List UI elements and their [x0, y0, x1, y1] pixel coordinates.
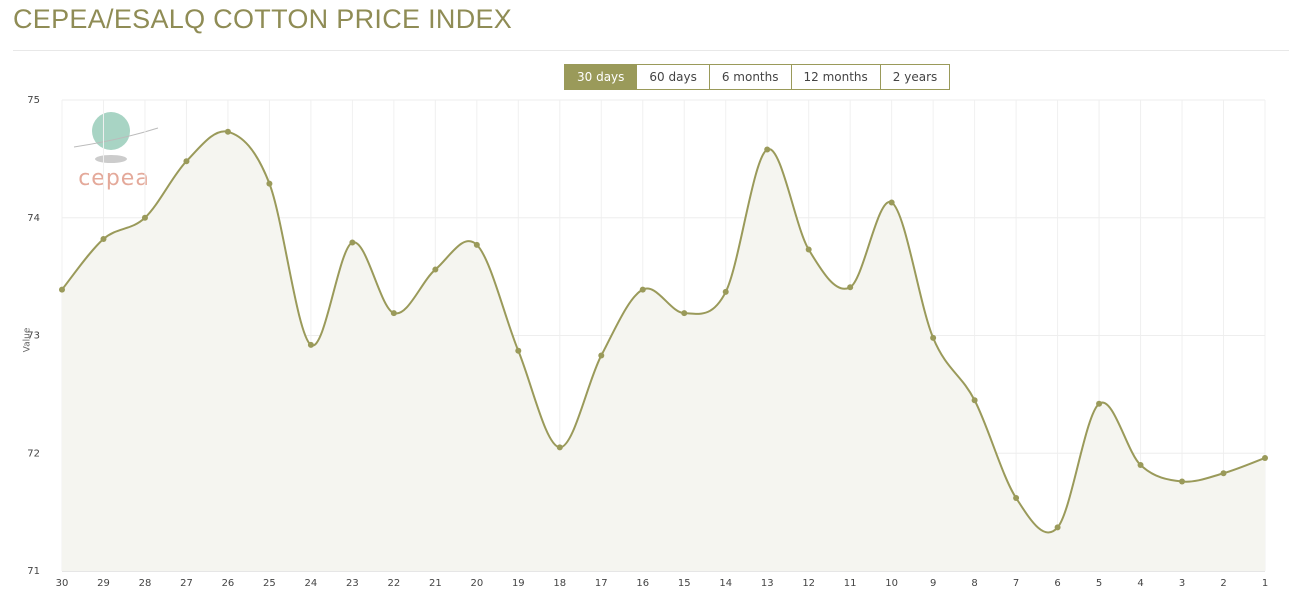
x-tick-label: 19: [512, 578, 525, 589]
x-tick-label: 4: [1137, 578, 1143, 589]
point: [888, 199, 895, 206]
logo-shadow: [95, 155, 127, 163]
x-tick-label: 9: [930, 578, 936, 589]
point: [349, 239, 356, 246]
x-tick-label: 7: [1013, 578, 1019, 589]
x-tick-label: 5: [1096, 578, 1102, 589]
point: [59, 286, 65, 293]
point: [1013, 494, 1020, 501]
point: [473, 241, 480, 248]
point: [1220, 470, 1227, 477]
point: [805, 246, 812, 253]
x-tick-label: 18: [553, 578, 566, 589]
point: [224, 128, 231, 135]
x-tick-label: 12: [802, 578, 815, 589]
point: [681, 310, 688, 317]
y-tick-label: 72: [27, 448, 40, 459]
range-button[interactable]: 12 months: [790, 64, 881, 90]
point: [556, 444, 563, 451]
x-tick-label: 27: [180, 578, 193, 589]
range-button[interactable]: 2 years: [879, 64, 951, 90]
y-tick-label: 75: [27, 95, 40, 106]
x-tick-label: 25: [263, 578, 276, 589]
point: [722, 288, 729, 295]
point: [847, 284, 854, 291]
y-tick-label: 74: [27, 213, 40, 224]
x-tick-label: 8: [971, 578, 977, 589]
x-tick-label: 26: [222, 578, 235, 589]
point: [1179, 478, 1186, 485]
point: [390, 310, 397, 317]
x-tick-label: 24: [305, 578, 318, 589]
x-tick-label: 1: [1262, 578, 1268, 589]
x-tick-label: 14: [719, 578, 732, 589]
x-tick-label: 10: [885, 578, 898, 589]
point: [639, 286, 646, 293]
x-tick-label: 22: [387, 578, 400, 589]
point: [1096, 400, 1103, 407]
point: [515, 347, 522, 354]
x-tick-label: 6: [1054, 578, 1060, 589]
x-tick-label: 29: [97, 578, 110, 589]
x-tick-label: 28: [139, 578, 152, 589]
x-tick-label: 30: [56, 578, 69, 589]
point: [1054, 524, 1061, 531]
page-title: CEPEA/ESALQ COTTON PRICE INDEX: [13, 4, 513, 34]
x-tick-label: 2: [1220, 578, 1226, 589]
range-button[interactable]: 30 days: [564, 64, 638, 90]
x-tick-label: 15: [678, 578, 691, 589]
area: [62, 131, 1265, 571]
y-tick-label: 71: [27, 566, 40, 577]
x-tick-label: 23: [346, 578, 359, 589]
point: [141, 214, 148, 221]
point: [1262, 454, 1268, 461]
x-tick-label: 20: [470, 578, 483, 589]
point: [930, 334, 937, 341]
divider: [13, 50, 1289, 51]
logo-text: cepea: [78, 166, 150, 191]
point: [1137, 462, 1144, 469]
x-tick-label: 13: [761, 578, 774, 589]
range-button[interactable]: 6 months: [708, 64, 792, 90]
point: [183, 158, 190, 165]
logo-orbit: [73, 127, 159, 148]
point: [100, 235, 107, 242]
x-tick-label: 21: [429, 578, 442, 589]
line: [61, 130, 1266, 534]
x-tick-label: 17: [595, 578, 608, 589]
x-tick-label: 11: [844, 578, 857, 589]
point: [598, 352, 605, 359]
range-selector: 30 days 60 days 6 months 12 months 2 years: [564, 64, 951, 90]
point: [971, 397, 978, 404]
x-tick-label: 3: [1179, 578, 1185, 589]
point: [307, 341, 314, 348]
y-axis-label: Value: [23, 327, 33, 352]
y-tick-label: 73: [27, 331, 40, 342]
x-tick-label: 16: [636, 578, 649, 589]
point: [266, 180, 273, 187]
point: [432, 266, 439, 273]
logo-globe: [92, 112, 130, 150]
range-button[interactable]: 60 days: [636, 64, 710, 90]
point: [764, 146, 771, 153]
